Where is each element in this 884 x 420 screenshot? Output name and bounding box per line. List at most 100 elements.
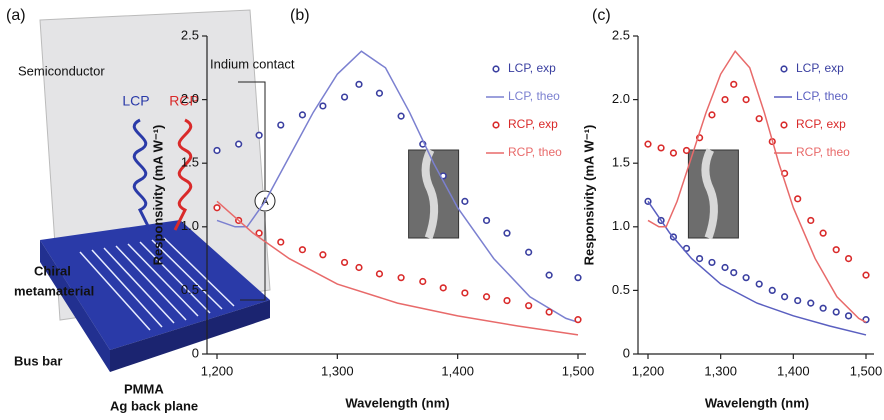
theory-line xyxy=(216,50,579,323)
data-point xyxy=(669,149,678,157)
lcp-helix xyxy=(132,118,152,231)
x-tick-label: 1,500 xyxy=(562,363,595,378)
y-tick-label: 0 xyxy=(192,345,199,360)
y-tick-label: 2.0 xyxy=(181,91,199,106)
y-tick-label: 0.5 xyxy=(612,282,630,297)
label: metamaterial xyxy=(14,283,94,298)
slab-side-left xyxy=(40,240,110,372)
legend-label: RCP, theo xyxy=(796,145,850,159)
data-point xyxy=(340,93,349,101)
data-point xyxy=(695,255,704,263)
grating xyxy=(79,237,235,331)
y-tick-label: 1.5 xyxy=(612,155,630,170)
data-point xyxy=(255,229,263,237)
data-point xyxy=(375,270,384,278)
label: RCP xyxy=(169,93,199,109)
x-tick-label: 1,300 xyxy=(321,363,354,378)
inset-structure xyxy=(421,148,439,240)
y-tick-label: 0 xyxy=(623,345,630,360)
legend-label: LCP, theo xyxy=(508,89,560,103)
data-point xyxy=(657,144,665,152)
data-point xyxy=(277,121,285,129)
data-point xyxy=(844,312,853,320)
theory-line xyxy=(647,50,867,323)
data-point xyxy=(794,296,802,305)
x-tick-label: 1,200 xyxy=(201,363,234,378)
y-tick-label: 1.0 xyxy=(612,218,630,233)
data-point xyxy=(794,195,802,203)
data-point xyxy=(807,299,815,307)
panel-label: (a) xyxy=(6,7,26,24)
data-point xyxy=(832,308,840,316)
data-point xyxy=(844,255,853,263)
data-point xyxy=(439,284,447,292)
data-point xyxy=(255,131,263,139)
y-tick-label: 0.5 xyxy=(181,282,199,297)
legend-swatch xyxy=(492,65,500,73)
data-point xyxy=(708,111,716,119)
legend-swatch xyxy=(492,121,500,129)
data-point xyxy=(213,146,221,155)
data-point xyxy=(755,115,763,123)
data-point xyxy=(461,197,469,205)
data-point xyxy=(682,146,691,155)
theory-line xyxy=(216,200,579,336)
label: Bus bar xyxy=(14,353,62,368)
data-point xyxy=(235,140,243,148)
rcp-helix xyxy=(173,118,193,231)
data-point xyxy=(340,258,349,267)
data-point xyxy=(832,246,840,254)
slab-side xyxy=(110,300,270,372)
data-point xyxy=(419,277,427,286)
data-point xyxy=(755,280,763,288)
data-point xyxy=(355,80,363,88)
legend-swatch xyxy=(780,65,788,73)
label: Semiconductor xyxy=(18,63,105,78)
panel-label: (b) xyxy=(290,7,310,24)
data-point xyxy=(298,246,307,254)
data-point xyxy=(819,304,827,312)
y-tick-label: 2.5 xyxy=(612,27,630,42)
data-point xyxy=(545,271,553,279)
data-point xyxy=(503,229,511,237)
data-point xyxy=(277,238,285,246)
label: Chiral xyxy=(34,263,71,278)
y-tick-label: 2.0 xyxy=(612,91,630,106)
x-tick-label: 1,300 xyxy=(704,363,737,378)
x-tick-label: 1,500 xyxy=(850,363,883,378)
data-point xyxy=(819,229,827,237)
wire xyxy=(238,81,266,190)
data-point xyxy=(721,95,729,104)
panel-label: (c) xyxy=(592,7,611,24)
diagram: A (a) Semiconductor Indium contact LCP R… xyxy=(6,7,295,413)
data-point xyxy=(721,263,729,272)
label: Indium contact xyxy=(210,56,295,71)
legend-label: LCP, exp xyxy=(796,61,844,75)
legend-label: RCP, theo xyxy=(508,145,562,159)
data-point xyxy=(213,204,221,212)
data-point xyxy=(461,289,469,297)
data-point xyxy=(319,102,327,110)
data-point xyxy=(482,293,491,301)
legend-label: LCP, exp xyxy=(508,61,556,75)
data-point xyxy=(730,80,738,88)
data-point xyxy=(742,274,750,282)
metamaterial-slab xyxy=(40,220,270,350)
x-axis-label: Wavelength (nm) xyxy=(345,395,449,410)
data-point xyxy=(525,302,533,310)
x-tick-label: 1,400 xyxy=(777,363,810,378)
data-point xyxy=(482,216,491,225)
inset-structure xyxy=(701,148,718,240)
data-point xyxy=(781,293,789,301)
y-tick-label: 1.5 xyxy=(181,155,199,170)
data-point xyxy=(730,268,738,277)
data-point xyxy=(298,111,307,119)
data-point xyxy=(644,140,652,148)
data-point xyxy=(708,258,716,267)
data-point xyxy=(525,248,533,256)
x-axis-label: Wavelength (nm) xyxy=(705,395,809,410)
data-point xyxy=(503,296,511,305)
data-point xyxy=(355,263,363,272)
data-point xyxy=(319,251,327,259)
